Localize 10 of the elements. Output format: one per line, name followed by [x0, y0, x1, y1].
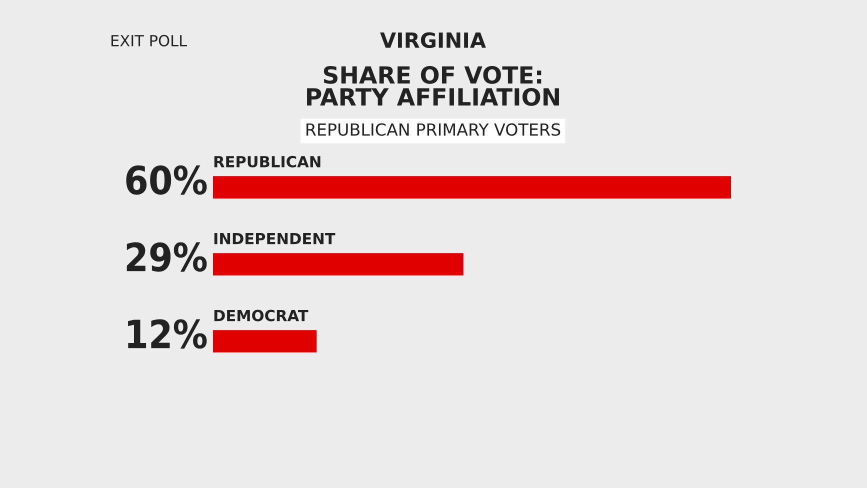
data-label: 60%	[126, 165, 207, 195]
annotation: REPUBLICAN PRIMARY VOTERS	[306, 123, 560, 136]
y-tick-label: REPUBLICAN	[214, 156, 320, 168]
data-label: 12%	[128, 319, 207, 349]
y-tick-label: DEMOCRAT	[214, 310, 308, 322]
chart-title: VIRGINIA	[380, 32, 486, 48]
chart-subtitle: SHARE OF VOTE: PARTY AFFILIATION	[307, 66, 559, 106]
data-label: 29%	[126, 242, 207, 272]
text: EXIT POLL	[112, 34, 187, 46]
y-tick-label: INDEPENDENT	[214, 233, 336, 244]
